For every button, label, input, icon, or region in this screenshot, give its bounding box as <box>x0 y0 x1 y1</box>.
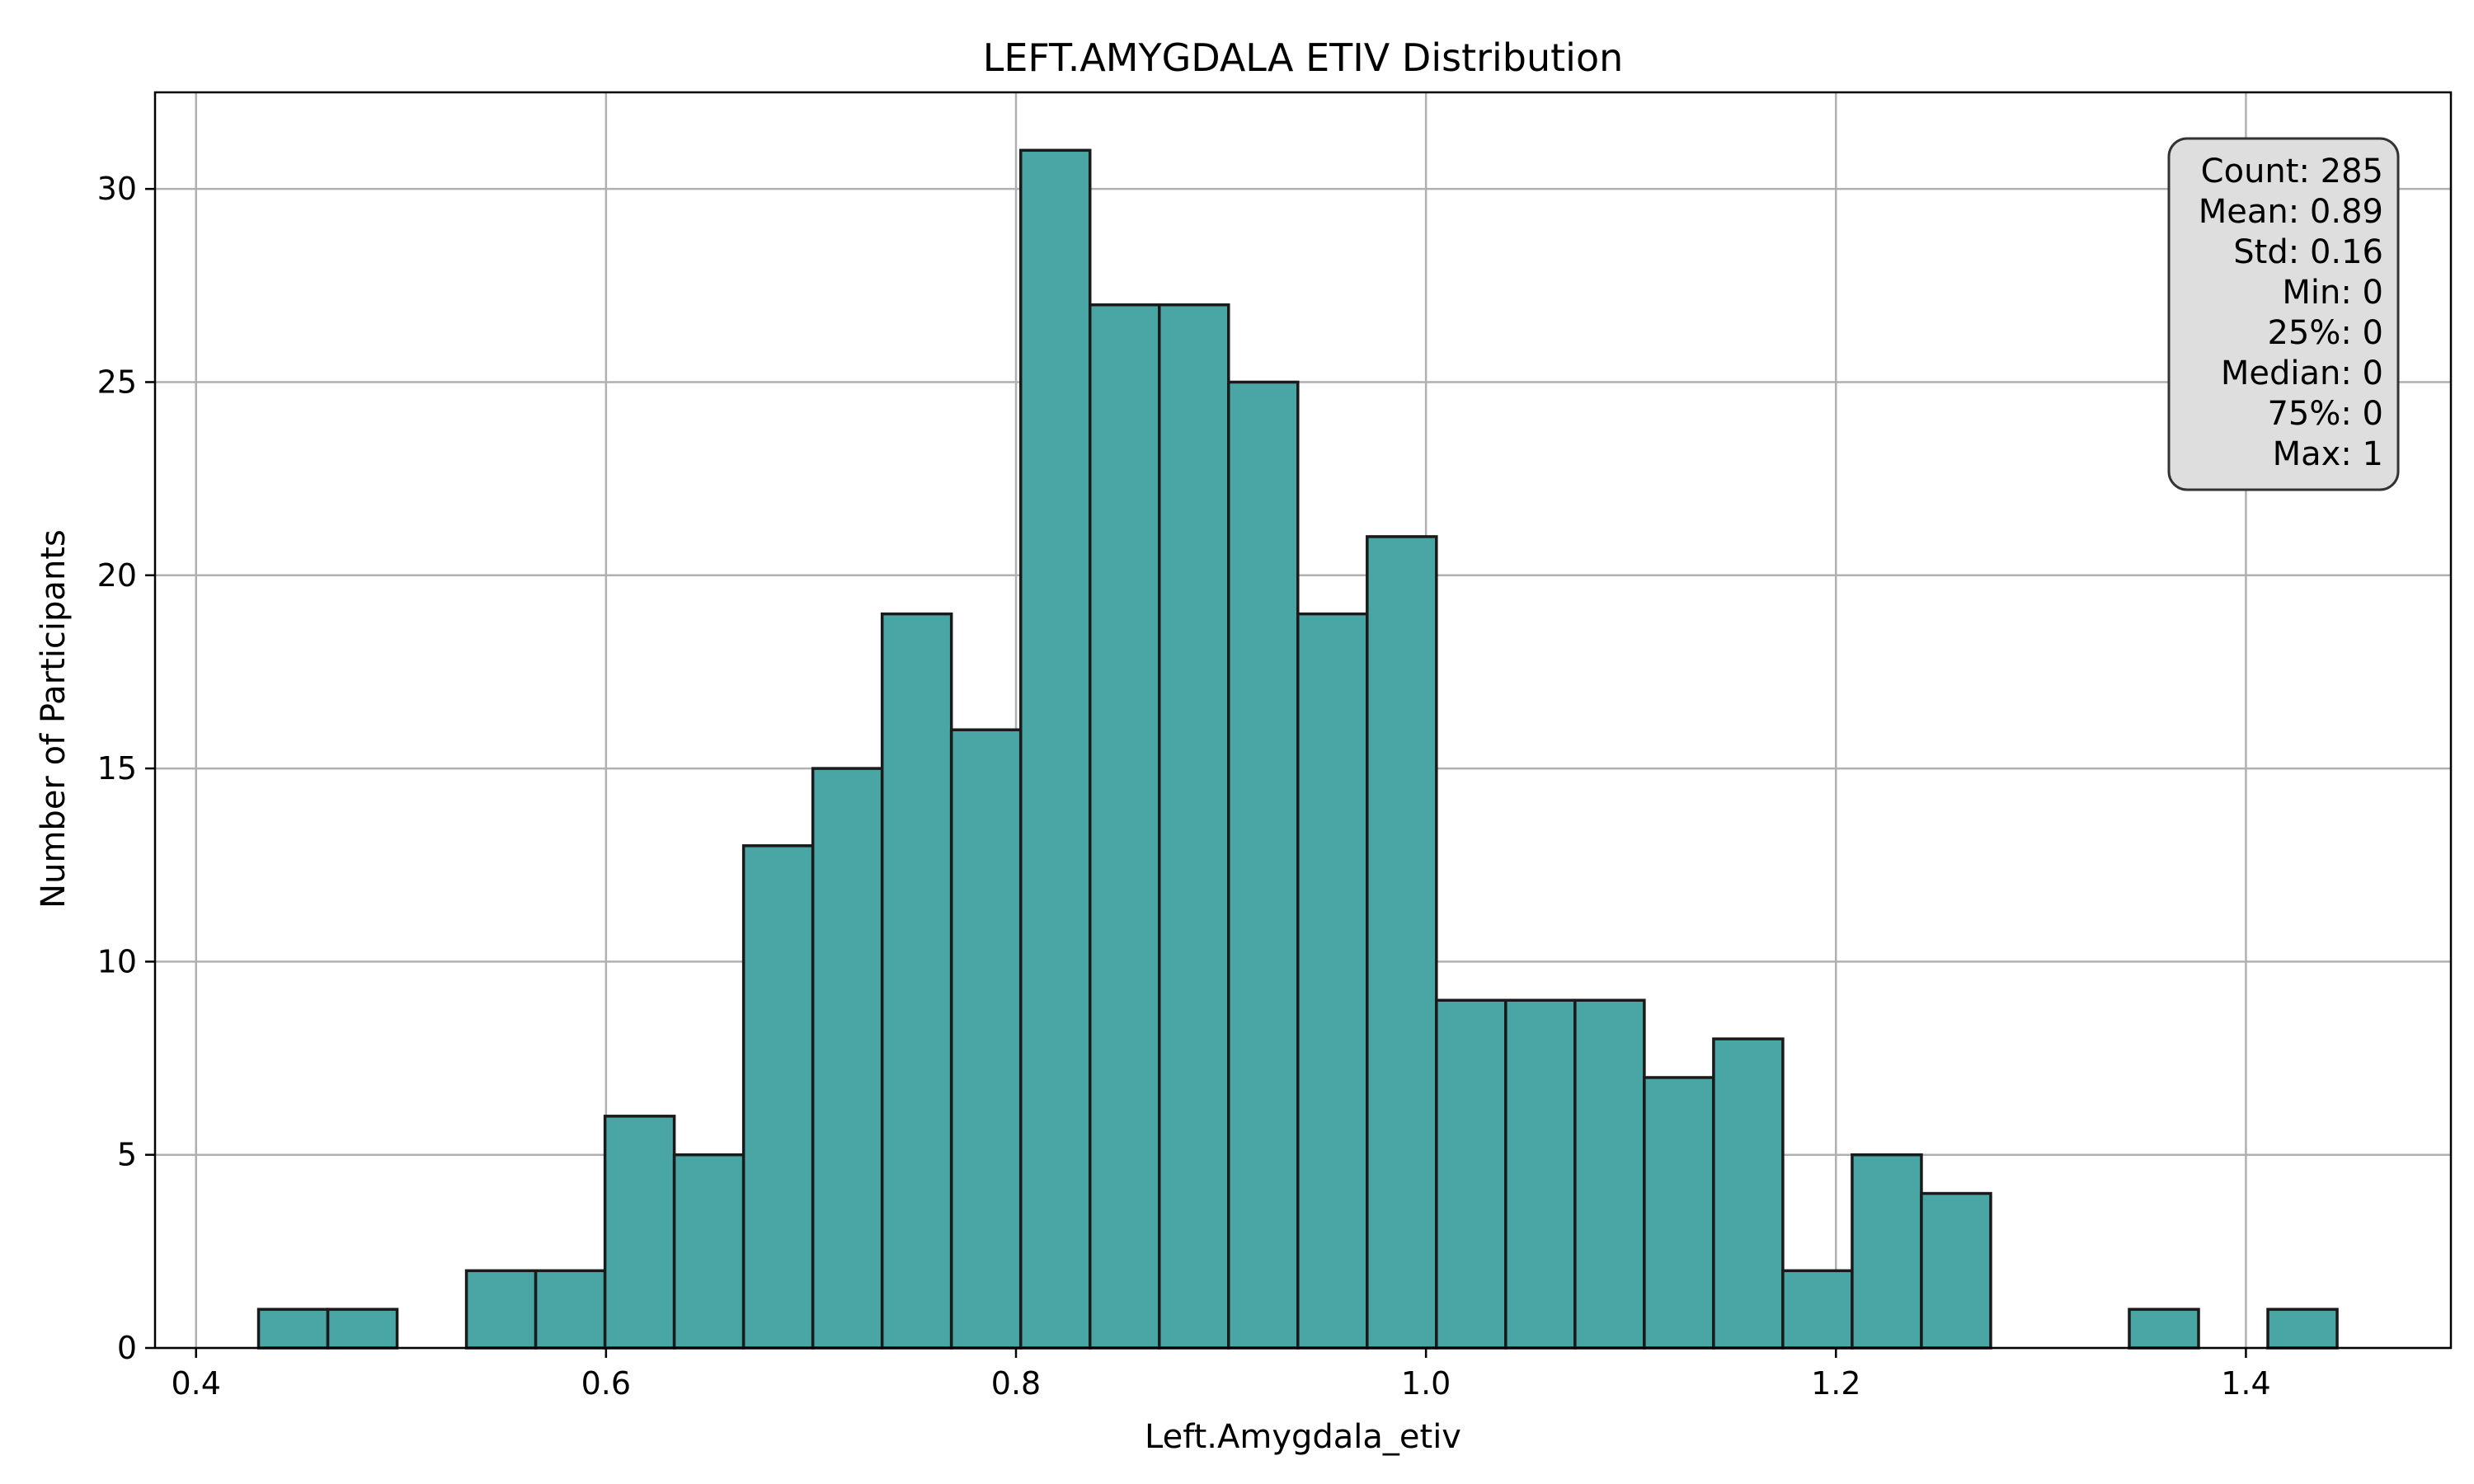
x-tick-label: 1.4 <box>2221 1365 2270 1402</box>
histogram-bar <box>811 767 884 1350</box>
y-tick-label: 20 <box>97 557 137 594</box>
y-tick-label: 0 <box>117 1330 137 1366</box>
histogram-bar <box>1366 535 1438 1350</box>
x-tick-label: 0.6 <box>581 1365 631 1402</box>
y-tick-label: 5 <box>117 1137 137 1173</box>
histogram-bar <box>1643 1076 1715 1350</box>
histogram-bar <box>1573 998 1646 1350</box>
stats-line: Std: 0.16 <box>2233 233 2383 271</box>
histogram-bar <box>464 1269 538 1350</box>
plot-frame <box>153 91 2453 1350</box>
histogram-bar <box>1504 998 1577 1350</box>
stats-line: 25%: 0 <box>2267 314 2383 352</box>
histogram-bar <box>1018 148 1092 1350</box>
histogram-bar <box>1920 1191 1992 1350</box>
x-tick-label: 0.8 <box>991 1365 1041 1402</box>
stats-line: Median: 0 <box>2221 355 2383 392</box>
histogram-bars <box>256 148 2339 1350</box>
histogram-bar <box>2266 1308 2339 1350</box>
histogram-bar <box>326 1308 399 1350</box>
histogram-bar <box>1158 303 1230 1350</box>
stats-line: Max: 1 <box>2273 435 2383 473</box>
histogram-bar <box>949 728 1023 1350</box>
y-axis-label: Number of Participants <box>35 529 73 909</box>
x-tick-label: 1.2 <box>1811 1365 1860 1402</box>
y-tick-label: 25 <box>97 364 137 400</box>
stats-line: Count: 285 <box>2201 153 2383 190</box>
histogram-bar <box>256 1308 330 1350</box>
x-axis-label: Left.Amygdala_etiv <box>1145 1418 1461 1456</box>
x-tick-label: 1.0 <box>1401 1365 1451 1402</box>
histogram-bar <box>1227 380 1300 1350</box>
y-tick-label: 10 <box>97 943 137 979</box>
histogram-bar <box>1088 303 1161 1350</box>
chart-title: LEFT.AMYGDALA ETIV Distribution <box>983 35 1624 80</box>
y-axis-ticks: 0 5 10 15 20 25 30 <box>97 171 155 1366</box>
stats-line: 75%: 0 <box>2267 395 2383 433</box>
histogram-bar <box>534 1269 607 1350</box>
histogram-bar <box>1851 1153 1923 1350</box>
stats-line: Mean: 0.89 <box>2199 193 2383 231</box>
histogram-bar <box>1781 1269 1854 1350</box>
histogram-bar <box>1712 1037 1785 1350</box>
y-tick-label: 30 <box>97 171 137 207</box>
stats-line: Min: 0 <box>2282 274 2383 312</box>
histogram-bar <box>741 844 815 1350</box>
histogram-bar <box>1435 998 1507 1350</box>
y-tick-label: 15 <box>97 750 137 787</box>
histogram-bar <box>1296 612 1369 1350</box>
stats-box-background <box>2167 137 2400 491</box>
histogram-bar <box>880 612 953 1350</box>
x-tick-label: 0.4 <box>171 1365 220 1402</box>
x-axis-ticks: 0.4 0.6 0.8 1.0 1.2 1.4 <box>171 1348 2271 1402</box>
histogram-bar <box>2128 1308 2200 1350</box>
histogram-bar <box>672 1153 745 1350</box>
histogram-bar <box>603 1115 676 1350</box>
